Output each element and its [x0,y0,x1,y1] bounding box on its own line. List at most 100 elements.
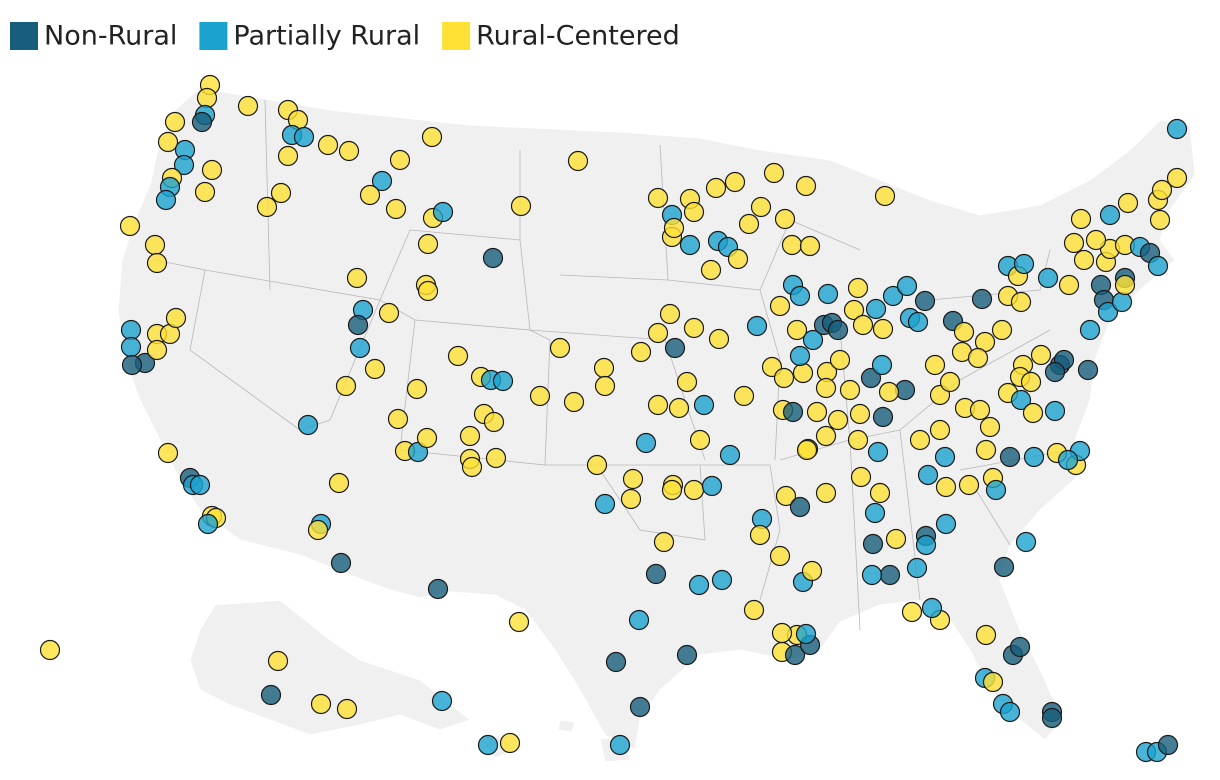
site-marker [738,213,760,235]
site-marker [347,314,369,336]
site-marker [781,234,803,256]
site-marker [917,464,939,486]
site-marker [792,362,814,384]
site-marker [733,385,755,407]
site-marker [1010,291,1032,313]
site-marker [191,111,213,133]
site-marker [620,488,642,510]
site-marker [882,285,904,307]
site-marker [173,154,195,176]
site-marker [417,233,439,255]
site-marker [594,493,616,515]
site-marker [958,474,980,496]
legend-swatch [199,22,228,50]
site-marker [659,303,681,325]
site-marker [935,513,957,535]
site-marker [847,429,869,451]
site-marker [993,556,1015,578]
site-marker [796,439,818,461]
site-marker [647,394,669,416]
site-marker [201,159,223,181]
site-marker [499,732,521,754]
site-marker [622,468,644,490]
site-marker [975,624,997,646]
site-marker [802,329,824,351]
site-marker [157,442,179,464]
site-marker [795,623,817,645]
site-marker [847,277,869,299]
site-marker [906,557,928,579]
site-marker [1022,402,1044,424]
site-marker [1013,253,1035,275]
site-marker [270,182,292,204]
site-marker [967,347,989,369]
site-marker [705,177,727,199]
site-marker [795,175,817,197]
site-marker [750,196,772,218]
site-marker [549,337,571,359]
site-marker [915,534,937,556]
legend-label: Partially Rural [233,21,420,52]
site-marker [896,275,918,297]
site-marker [872,318,894,340]
site-marker [1063,232,1085,254]
site-marker [861,564,883,586]
site-marker [1020,371,1042,393]
legend-swatch [442,22,471,50]
site-marker [907,311,929,333]
site-marker [165,307,187,329]
site-marker [267,650,289,672]
site-marker [701,475,723,497]
site-marker [1114,274,1136,296]
site-marker [934,446,956,468]
site-marker [586,454,608,476]
site-marker [346,267,368,289]
site-marker [711,569,733,591]
site-marker [827,409,849,431]
site-marker [885,528,907,550]
site-marker [293,126,315,148]
site-marker [746,315,768,337]
site-marker [789,345,811,367]
site-marker [773,367,795,389]
site-marker [743,599,765,621]
site-marker [827,319,849,341]
site-marker [683,479,705,501]
site-marker [194,181,216,203]
site-marker [359,184,381,206]
site-marker [924,354,946,376]
site-marker [1058,274,1080,296]
site-marker [1151,179,1173,201]
site-marker [427,578,449,600]
site-marker [909,429,931,451]
site-marker [769,295,791,317]
site-marker [689,429,711,451]
site-marker [1057,449,1079,471]
site-marker [387,408,409,430]
site-marker [508,611,530,633]
site-marker [1077,359,1099,381]
site-marker [39,639,61,661]
site-marker [852,314,874,336]
site-marker [921,597,943,619]
site-marker [971,288,993,310]
site-marker [676,644,698,666]
site-marker [1111,291,1133,313]
site-marker [879,564,901,586]
site-marker [421,126,443,148]
site-marker [593,357,615,379]
site-marker [1030,344,1052,366]
site-marker [849,403,871,425]
site-marker [1149,209,1171,231]
site-marker [982,671,1004,693]
site-marker [878,381,900,403]
site-marker [307,519,329,541]
site-marker [771,622,793,644]
site-marker [1023,446,1045,468]
site-marker [328,472,350,494]
site-marker [164,111,186,133]
site-marker [563,391,585,413]
site-marker [389,149,411,171]
site-marker [724,171,746,193]
